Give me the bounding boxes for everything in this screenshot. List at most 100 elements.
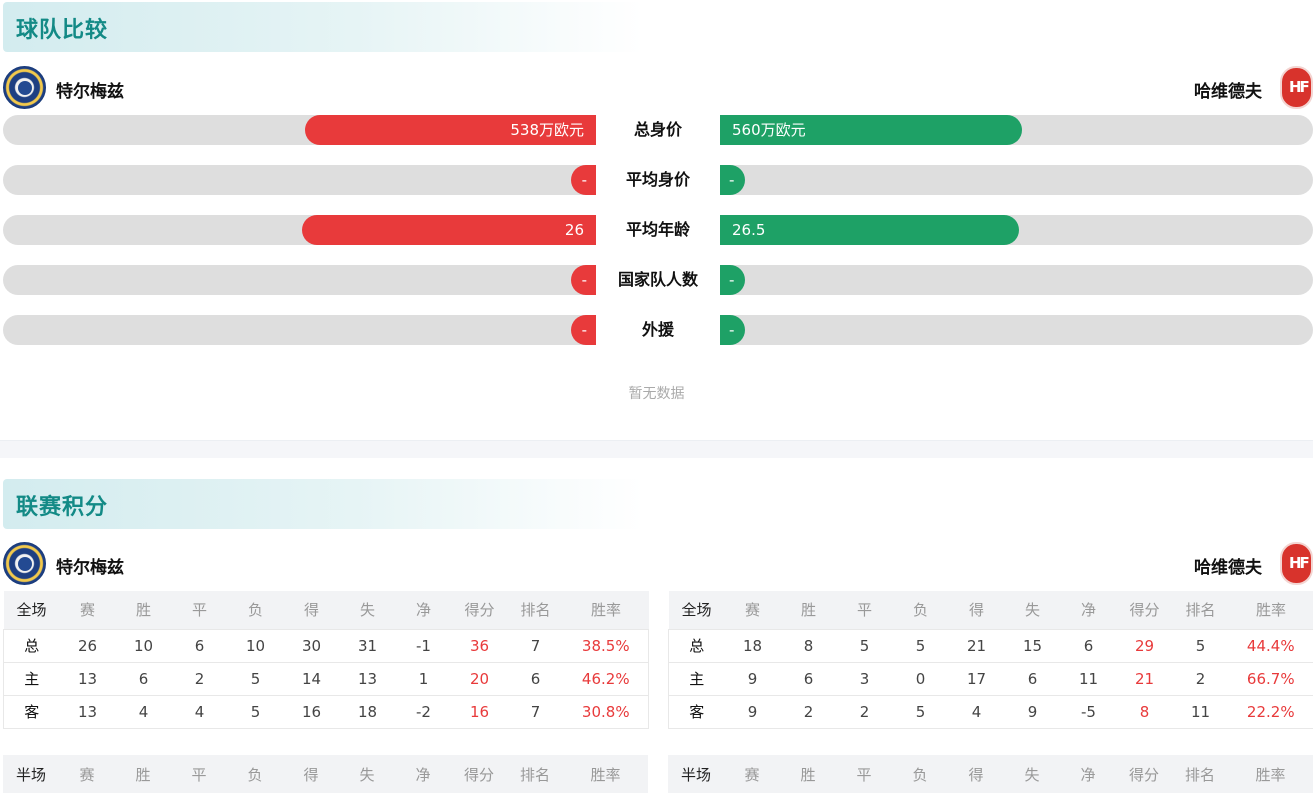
team-comparison-header: 球队比较 bbox=[3, 2, 643, 52]
table-cell: 4 bbox=[948, 694, 1005, 729]
column-header: 胜率 bbox=[1228, 755, 1313, 793]
away-team-logo[interactable]: HF bbox=[1280, 66, 1313, 109]
away-team-name[interactable]: 哈维德夫 bbox=[1194, 558, 1262, 578]
table-cell: 9 bbox=[724, 694, 781, 729]
section-divider bbox=[0, 440, 1313, 458]
table-cell: 2 bbox=[1172, 661, 1229, 695]
table-cell: 2 bbox=[780, 694, 837, 729]
column-header: 得 bbox=[948, 755, 1004, 793]
column-header: 平 bbox=[836, 591, 893, 629]
row-type-cell: 客 bbox=[3, 694, 60, 729]
table-cell: 14 bbox=[283, 661, 340, 695]
table-cell: 9 bbox=[1004, 694, 1061, 729]
away-value-bar: - bbox=[720, 165, 745, 195]
home-bar-track: 538万欧元 bbox=[3, 115, 596, 145]
away-value-bar: 560万欧元 bbox=[720, 115, 1022, 145]
home-team-logo[interactable] bbox=[3, 66, 46, 109]
column-header: 排名 bbox=[1172, 591, 1229, 629]
column-header: 失 bbox=[339, 755, 395, 793]
table-cell: 6 bbox=[780, 661, 837, 695]
table-cell: 6 bbox=[507, 661, 564, 695]
column-header: 排名 bbox=[1172, 755, 1228, 793]
row-type-cell: 主 bbox=[668, 661, 725, 695]
table-scope-header: 全场 bbox=[3, 591, 60, 629]
home-half-standings-table: 半场赛胜平负得失净得分 排名 胜率 bbox=[3, 755, 648, 793]
column-header: 得分 bbox=[1116, 755, 1172, 793]
table-cell: 6 bbox=[171, 628, 228, 662]
home-team-logo[interactable] bbox=[3, 542, 46, 585]
table-cell: 18 bbox=[339, 694, 396, 729]
home-value-bar: 538万欧元 bbox=[305, 115, 596, 145]
table-cell: 7 bbox=[507, 628, 564, 662]
no-data-text: 暂无数据 bbox=[628, 386, 685, 402]
table-cell: 7 bbox=[507, 694, 564, 729]
home-bar-track: - bbox=[3, 265, 596, 295]
column-header: 得分 bbox=[451, 755, 507, 793]
column-header: 胜 bbox=[115, 591, 172, 629]
column-header: 负 bbox=[892, 591, 949, 629]
away-value-bar: - bbox=[720, 265, 745, 295]
table-cell: 1 bbox=[395, 661, 452, 695]
column-header: 平 bbox=[171, 591, 228, 629]
comparison-team-row: 特尔梅兹 哈维德夫 HF bbox=[0, 66, 1313, 110]
comparison-row: 538万欧元 总身价 560万欧元 bbox=[0, 115, 1313, 145]
away-bar-track: - bbox=[720, 165, 1313, 195]
table-cell: 5 bbox=[227, 694, 284, 729]
table-header-row: 全场赛胜平负得失净得分 排名 胜率 bbox=[668, 591, 1313, 629]
comparison-row: - 平均身价 - bbox=[0, 165, 1313, 195]
table-cell: 18 bbox=[724, 628, 781, 662]
column-header: 负 bbox=[227, 755, 283, 793]
table-cell: 30 bbox=[283, 628, 340, 662]
comparison-label: 平均年龄 bbox=[625, 220, 690, 239]
home-value-bar: - bbox=[571, 265, 596, 295]
row-type-cell: 客 bbox=[668, 694, 725, 729]
table-scope-header: 全场 bbox=[668, 591, 725, 629]
table-cell: 5 bbox=[892, 694, 949, 729]
table-cell: -1 bbox=[395, 628, 452, 662]
table-cell: 5 bbox=[892, 628, 949, 662]
column-header: 失 bbox=[339, 591, 396, 629]
home-bar-track: 26 bbox=[3, 215, 596, 245]
column-header: 得分 bbox=[451, 591, 508, 629]
away-value-bar: - bbox=[720, 315, 745, 345]
column-header: 净 bbox=[395, 755, 451, 793]
away-logo-text: HF bbox=[1289, 78, 1310, 96]
column-header: 净 bbox=[1060, 755, 1116, 793]
away-bar-track: - bbox=[720, 265, 1313, 295]
column-header: 平 bbox=[836, 755, 892, 793]
away-bar-track: - bbox=[720, 315, 1313, 345]
away-bar-track: 26.5 bbox=[720, 215, 1313, 245]
table-cell: 5 bbox=[227, 661, 284, 695]
table-cell: 5 bbox=[1172, 628, 1229, 662]
table-cell: 29 bbox=[1116, 628, 1173, 662]
table-cell: 11 bbox=[1060, 661, 1117, 695]
column-header: 净 bbox=[1060, 591, 1117, 629]
home-bar-track: - bbox=[3, 315, 596, 345]
table-row: 主 13 6 2 5 14 13 1 20 6 46.2% bbox=[3, 661, 649, 695]
table-cell: 36 bbox=[451, 628, 508, 662]
away-full-standings-table: 全场赛胜平负得失净得分 排名 胜率总 18 8 5 5 21 15 6 29 5 44.4% 主 9 6 3 0 1… bbox=[668, 591, 1313, 729]
away-half-standings-table: 半场赛胜平负得失净得分 排名 胜率 bbox=[668, 755, 1313, 793]
table-cell: 30.8% bbox=[563, 694, 649, 729]
table-cell: 16 bbox=[283, 694, 340, 729]
table-cell: 20 bbox=[451, 661, 508, 695]
table-cell: -5 bbox=[1060, 694, 1117, 729]
table-cell: 6 bbox=[115, 661, 172, 695]
comparison-row: - 国家队人数 - bbox=[0, 265, 1313, 295]
home-value-bar: - bbox=[571, 165, 596, 195]
home-team-name[interactable]: 特尔梅兹 bbox=[56, 558, 124, 578]
column-header: 赛 bbox=[59, 591, 116, 629]
table-cell: 44.4% bbox=[1228, 628, 1313, 662]
away-team-logo[interactable]: HF bbox=[1280, 542, 1313, 585]
table-cell: 13 bbox=[59, 661, 116, 695]
home-team-name[interactable]: 特尔梅兹 bbox=[56, 82, 124, 102]
table-scope-header: 半场 bbox=[668, 755, 724, 793]
column-header: 得 bbox=[283, 755, 339, 793]
column-header: 失 bbox=[1004, 755, 1060, 793]
column-header: 赛 bbox=[724, 591, 781, 629]
table-cell: 22.2% bbox=[1228, 694, 1313, 729]
table-cell: 4 bbox=[171, 694, 228, 729]
away-team-name[interactable]: 哈维德夫 bbox=[1194, 82, 1262, 102]
table-cell: 8 bbox=[780, 628, 837, 662]
table-header-row: 全场赛胜平负得失净得分 排名 胜率 bbox=[3, 591, 649, 629]
